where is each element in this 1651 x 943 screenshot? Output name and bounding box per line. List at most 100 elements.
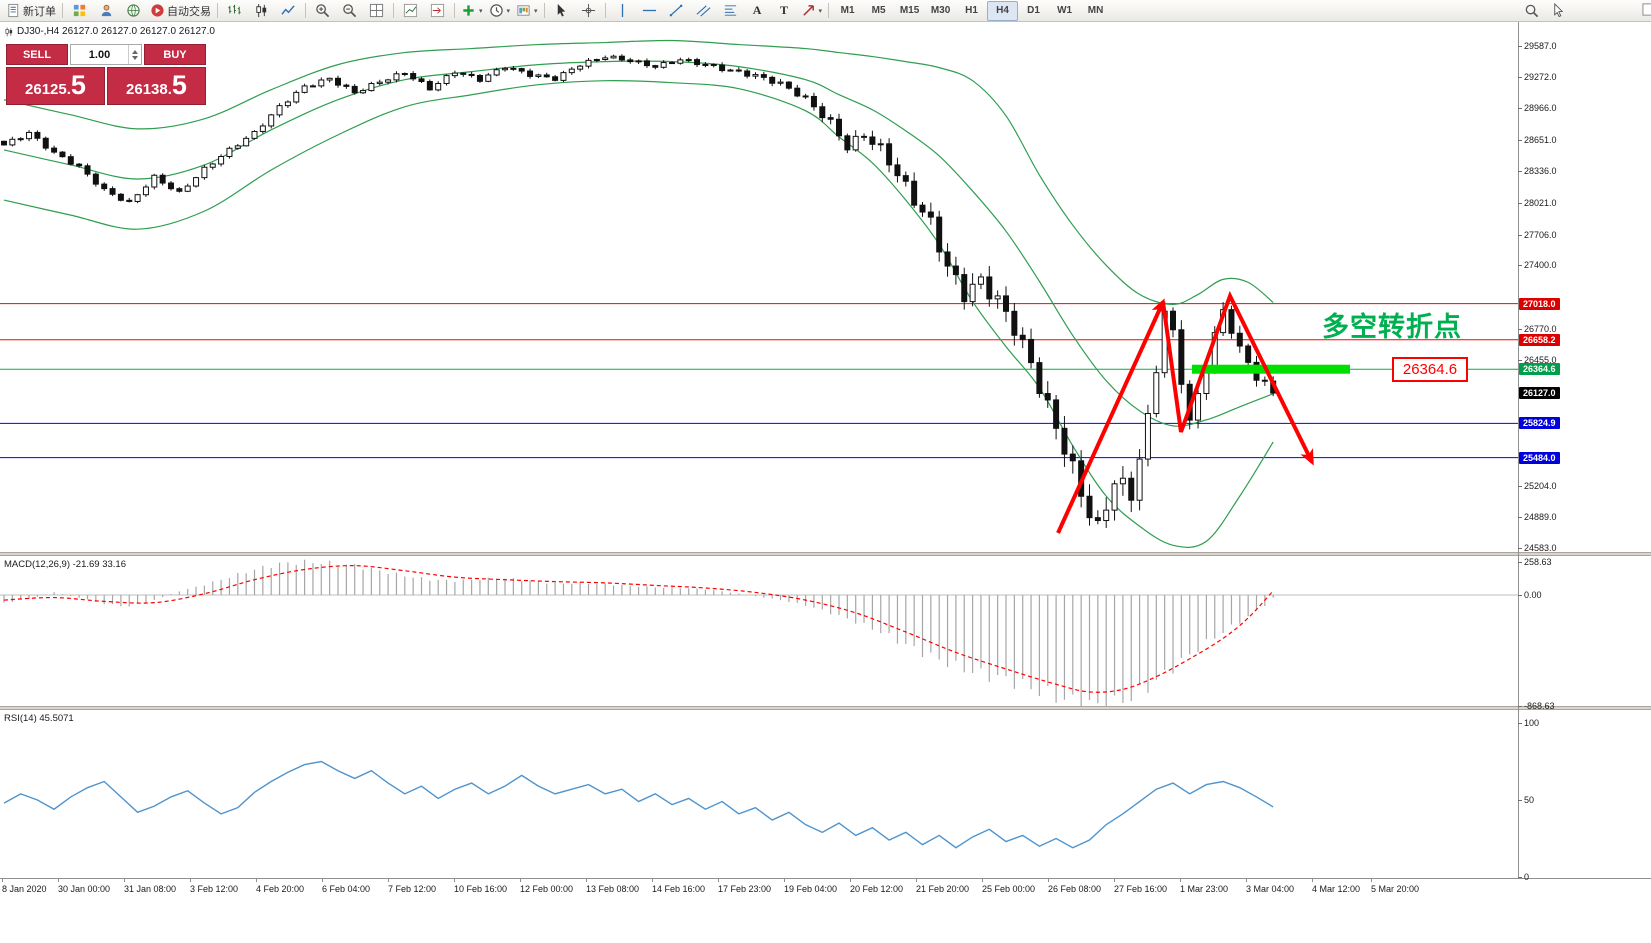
time-tick-mark: [2, 879, 3, 882]
templates-button[interactable]: ▾: [513, 0, 541, 21]
candle-body: [335, 77, 341, 86]
candle-body: [827, 117, 834, 120]
horizontal-line-button[interactable]: [636, 0, 663, 21]
axis-tick-label: 26770.0: [1524, 323, 1557, 334]
chart-autoscroll-button[interactable]: [397, 0, 424, 21]
arrows-tool-button[interactable]: ▾: [798, 0, 826, 21]
candle-body: [819, 106, 826, 119]
candle-body: [735, 69, 742, 72]
axis-tick-mark: [1518, 705, 1522, 707]
panel-separator[interactable]: [0, 706, 1651, 710]
line-chart-button[interactable]: [275, 0, 302, 21]
toolbar: 新订单 自动交易 ▾ ▾ ▾ A T ▾ M1 M5 M15 M30 H1 H4 D1 W1 MN: [0, 0, 1651, 22]
new-order-button[interactable]: 新订单: [3, 0, 59, 21]
spin-up-icon[interactable]: [132, 49, 138, 54]
dropdown-caret-icon[interactable]: ▾: [479, 7, 483, 15]
buy-button[interactable]: BUY: [144, 44, 206, 65]
time-tick-mark: [982, 879, 983, 882]
candle-body: [585, 59, 592, 67]
dropdown-caret-icon[interactable]: ▾: [534, 7, 538, 15]
candle-body: [84, 165, 91, 175]
text-label-button[interactable]: T: [771, 0, 798, 21]
timeframe-d1-button[interactable]: D1: [1027, 5, 1040, 16]
crosshair-button[interactable]: [575, 0, 602, 21]
macd-indicator-chart[interactable]: [0, 556, 1518, 706]
price-level-callout[interactable]: 26364.6: [1392, 357, 1468, 382]
timeframe-m1-button[interactable]: M1: [840, 5, 855, 16]
timeframe-m30-button[interactable]: M30: [930, 5, 951, 16]
equidistant-channel-button[interactable]: [690, 0, 717, 21]
axis-tick-mark: [1518, 265, 1522, 267]
candle-body: [426, 81, 433, 91]
axis-tick-mark: [1518, 877, 1522, 878]
timeframe-h1-button[interactable]: H1: [965, 5, 978, 16]
trendline-button[interactable]: [663, 0, 690, 21]
candle-body: [159, 174, 166, 184]
main-price-chart[interactable]: [0, 22, 1518, 552]
cursor-button[interactable]: [548, 0, 575, 21]
candle-body: [243, 137, 250, 147]
axis-tick-mark: [1518, 108, 1522, 110]
accounts-button[interactable]: [93, 0, 120, 21]
axis-tick-mark: [1518, 234, 1522, 236]
search-button[interactable]: [1518, 0, 1545, 21]
candle-body: [769, 76, 776, 84]
axis-tick-label: 27400.0: [1524, 260, 1557, 271]
rsi-indicator-chart[interactable]: [0, 710, 1518, 878]
timeframe-mn-button[interactable]: MN: [1087, 5, 1104, 16]
candle-body: [26, 131, 33, 140]
tile-windows-button[interactable]: [363, 0, 390, 21]
support-highlight-bar[interactable]: [1192, 364, 1350, 374]
candle-body: [727, 69, 734, 72]
bar-chart-button[interactable]: [221, 0, 248, 21]
turning-point-annotation[interactable]: 多空转折点: [1322, 312, 1462, 342]
candle-body: [268, 114, 275, 127]
time-axis-label: 13 Feb 08:00: [586, 884, 640, 894]
candle-body: [1, 140, 7, 146]
trend-arrow-zigzag[interactable]: [1161, 290, 1314, 466]
candle-body: [1003, 295, 1009, 312]
timeframe-w1-button[interactable]: W1: [1057, 5, 1073, 16]
candle-body: [92, 173, 99, 185]
zoom-in-button[interactable]: [309, 0, 336, 21]
sell-price[interactable]: 26125. 5: [6, 67, 105, 105]
market-watch-button[interactable]: [66, 0, 93, 21]
timeframe-m15-button[interactable]: M15: [899, 5, 920, 16]
time-axis[interactable]: 8 Jan 2020 30 Jan 00:00 31 Jan 08:00 3 Feb …: [0, 878, 1651, 899]
vertical-line-button[interactable]: [609, 0, 636, 21]
crosshair-icon: [581, 3, 596, 18]
candle-body: [226, 147, 233, 158]
price-tag-label: 27018.0: [1519, 297, 1560, 310]
community-button[interactable]: [120, 0, 147, 21]
panel-separator[interactable]: [0, 552, 1651, 556]
candle-body: [309, 85, 316, 88]
axis-tick-label: 50: [1524, 795, 1535, 805]
trend-arrow-up[interactable]: [1056, 298, 1165, 534]
candle-body: [193, 177, 200, 187]
candlestick-chart-button[interactable]: [248, 0, 275, 21]
macd-label: MACD(12,26,9) -21.69 33.16: [4, 559, 126, 570]
volume-input[interactable]: 1.00: [70, 44, 142, 65]
candle-body: [435, 82, 442, 91]
chart-shift-button[interactable]: [424, 0, 451, 21]
volume-spinner[interactable]: [128, 45, 141, 64]
clipped-edge-icon[interactable]: [1642, 2, 1651, 22]
dropdown-caret-icon[interactable]: ▾: [506, 7, 511, 15]
auto-trading-button[interactable]: 自动交易: [147, 0, 214, 21]
quick-pointer-button[interactable]: [1545, 0, 1572, 21]
fibonacci-button[interactable]: [717, 0, 744, 21]
cursor-icon: [554, 3, 569, 18]
symbol-ohlc-label: DJ30-,H4 26127.0 26127.0 26127.0 26127.0: [4, 26, 215, 37]
timeframe-h4-button[interactable]: H4: [987, 0, 1019, 21]
zoom-out-button[interactable]: [336, 0, 363, 21]
candle-body: [1069, 453, 1076, 462]
dropdown-caret-icon[interactable]: ▾: [818, 7, 823, 15]
timeframe-m5-button[interactable]: M5: [871, 5, 886, 16]
spin-down-icon[interactable]: [132, 55, 138, 60]
periods-button[interactable]: ▾: [486, 0, 514, 21]
text-tool-button[interactable]: A: [744, 0, 771, 21]
sell-button[interactable]: SELL: [6, 44, 68, 65]
buy-price[interactable]: 26138. 5: [107, 67, 206, 105]
indicators-button[interactable]: ▾: [458, 0, 486, 21]
candle-body: [652, 65, 659, 68]
